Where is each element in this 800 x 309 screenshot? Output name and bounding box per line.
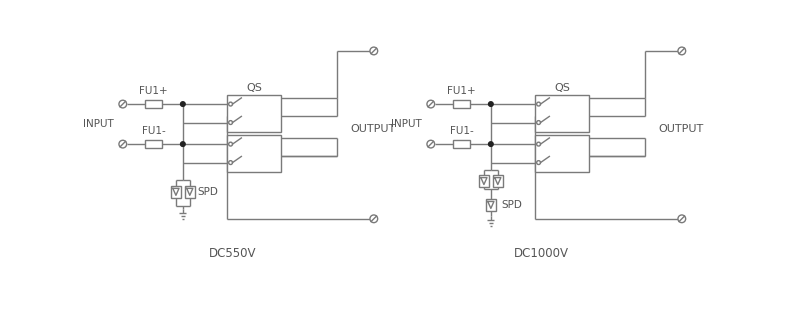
Circle shape xyxy=(229,142,233,146)
Circle shape xyxy=(678,47,686,55)
Text: SPD: SPD xyxy=(198,187,218,197)
Circle shape xyxy=(537,102,541,106)
Circle shape xyxy=(489,102,493,106)
Text: OUTPUT: OUTPUT xyxy=(350,125,396,134)
Circle shape xyxy=(427,100,434,108)
Text: FU1+: FU1+ xyxy=(139,87,168,96)
Circle shape xyxy=(229,102,233,106)
Bar xyxy=(171,186,181,198)
Bar xyxy=(453,100,470,108)
Circle shape xyxy=(181,142,185,146)
Bar xyxy=(479,175,489,187)
Text: INPUT: INPUT xyxy=(83,119,114,129)
Text: OUTPUT: OUTPUT xyxy=(658,125,704,134)
Circle shape xyxy=(181,102,185,106)
Bar xyxy=(453,140,470,148)
Text: INPUT: INPUT xyxy=(391,119,422,129)
Circle shape xyxy=(370,215,378,223)
Bar xyxy=(534,95,590,132)
Circle shape xyxy=(489,142,493,146)
Circle shape xyxy=(537,142,541,146)
Bar xyxy=(534,135,590,172)
Bar xyxy=(226,135,282,172)
Circle shape xyxy=(229,161,233,164)
Bar xyxy=(226,95,282,132)
Circle shape xyxy=(229,121,233,125)
Text: DC550V: DC550V xyxy=(209,247,257,260)
Circle shape xyxy=(678,215,686,223)
Circle shape xyxy=(119,140,126,148)
Circle shape xyxy=(427,140,434,148)
Bar xyxy=(185,186,194,198)
Bar xyxy=(145,140,162,148)
Circle shape xyxy=(537,121,541,125)
Text: QS: QS xyxy=(246,83,262,93)
Bar xyxy=(145,100,162,108)
Text: SPD: SPD xyxy=(502,200,522,210)
Circle shape xyxy=(370,47,378,55)
Text: FU1-: FU1- xyxy=(142,126,166,136)
Bar xyxy=(493,175,502,187)
Text: DC1000V: DC1000V xyxy=(514,247,569,260)
Text: QS: QS xyxy=(554,83,570,93)
Text: FU1-: FU1- xyxy=(450,126,474,136)
Bar xyxy=(486,199,496,211)
Circle shape xyxy=(537,161,541,164)
Text: FU1+: FU1+ xyxy=(447,87,476,96)
Circle shape xyxy=(119,100,126,108)
